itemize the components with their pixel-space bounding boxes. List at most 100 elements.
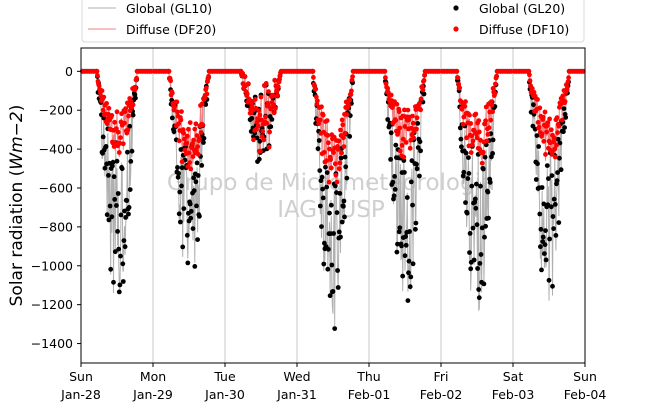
gl20-point	[402, 170, 407, 175]
gl20-point	[341, 198, 347, 204]
gl20-point	[549, 173, 555, 179]
gl20-point	[396, 229, 402, 235]
x-tick-day: Wed	[283, 369, 310, 384]
df10-point	[396, 109, 402, 115]
df10-point	[486, 125, 492, 131]
gl20-point	[390, 179, 396, 185]
gl20-point	[123, 215, 128, 220]
df10-point	[272, 77, 278, 83]
df10-point	[339, 150, 344, 156]
df10-point	[258, 148, 263, 154]
y-tick-label: −1200	[31, 297, 73, 312]
gl20-point	[120, 279, 126, 284]
df10-point	[421, 78, 427, 83]
gl20-point	[179, 165, 185, 171]
gl20-point	[121, 238, 127, 244]
df10-point	[555, 130, 560, 136]
gl20-point	[330, 289, 336, 294]
gl20-point	[191, 188, 197, 194]
df10-point	[565, 79, 571, 85]
gl20-point	[199, 163, 205, 168]
df10-point	[488, 117, 494, 123]
gl20-point	[337, 191, 343, 196]
df10-point	[397, 125, 403, 131]
df10-point	[393, 117, 399, 123]
gl20-point	[463, 150, 469, 156]
gl20-point	[195, 237, 201, 243]
gl20-point	[320, 195, 326, 201]
df10-point	[118, 135, 123, 141]
legend-swatch-marker	[453, 26, 459, 32]
df10-point	[562, 99, 568, 104]
gl20-point	[554, 178, 560, 184]
gl20-point	[122, 244, 128, 250]
df10-point	[454, 68, 460, 74]
gl20-point	[328, 202, 334, 208]
x-tick-day: Tue	[213, 369, 236, 384]
df10-point	[464, 135, 469, 141]
gl20-point	[468, 266, 474, 272]
df10-point	[490, 109, 495, 115]
gl20-point	[405, 298, 411, 303]
y-tick-label: 0	[65, 64, 73, 79]
df10-point	[188, 166, 194, 172]
gl20-point	[478, 252, 484, 257]
df10-point	[187, 120, 193, 125]
gl20-point	[188, 215, 194, 221]
gl20-point	[178, 219, 183, 225]
df10-point	[402, 124, 408, 129]
df10-point	[414, 126, 419, 132]
gl20-point	[463, 200, 468, 206]
gl20-point	[126, 211, 131, 217]
df10-point	[263, 114, 268, 120]
gl20-point	[269, 117, 275, 122]
df10-point	[411, 135, 416, 141]
df10-point	[122, 120, 127, 126]
gl20-point	[130, 112, 136, 118]
df10-point	[200, 122, 206, 128]
df10-point	[316, 121, 321, 127]
df10-point	[341, 135, 346, 141]
df10-point	[114, 109, 120, 115]
y-axis-label: Solar radiation (Wm−2)	[7, 105, 27, 307]
gl20-point	[332, 183, 338, 189]
gl20-point	[394, 249, 400, 255]
df10-point	[476, 129, 482, 135]
df10-point	[552, 146, 558, 152]
gl20-point	[466, 155, 471, 161]
df10-point	[277, 76, 282, 82]
gl20-point	[169, 115, 175, 121]
df10-point	[176, 138, 182, 144]
x-axis: Sun Jan-28 Mon Jan-29 Tue Jan-30 Wed Jan-31 Thu F…	[60, 363, 606, 402]
df10-point	[199, 101, 205, 107]
gl20-point	[323, 164, 328, 170]
gl20-point	[127, 123, 133, 129]
gl20-point	[547, 236, 552, 242]
df10-point	[268, 106, 274, 112]
gl20-point	[538, 244, 543, 250]
x-tick-date: Jan-31	[276, 387, 317, 402]
df10-point	[350, 74, 355, 79]
df10-point	[349, 88, 354, 94]
gl20-point	[490, 137, 496, 143]
gl20-point	[327, 293, 333, 299]
df10-point	[474, 135, 480, 141]
gl20-point	[117, 282, 123, 288]
df10-point	[249, 103, 255, 109]
df10-point	[463, 99, 468, 104]
series-diffuse-df10	[80, 68, 586, 185]
df10-point	[489, 99, 494, 104]
gl20-point	[466, 171, 472, 176]
gl20-point	[395, 241, 400, 247]
gl10-line	[442, 70, 512, 312]
df10-point	[402, 107, 407, 113]
gl20-point	[555, 170, 560, 175]
gl20-point	[338, 155, 344, 161]
gl10-line	[298, 70, 369, 327]
df10-point	[178, 117, 184, 123]
gl20-point	[421, 91, 427, 97]
gl20-point	[254, 135, 260, 141]
df10-point	[126, 113, 131, 119]
gl20-point	[562, 125, 567, 130]
gl20-point	[551, 226, 556, 232]
